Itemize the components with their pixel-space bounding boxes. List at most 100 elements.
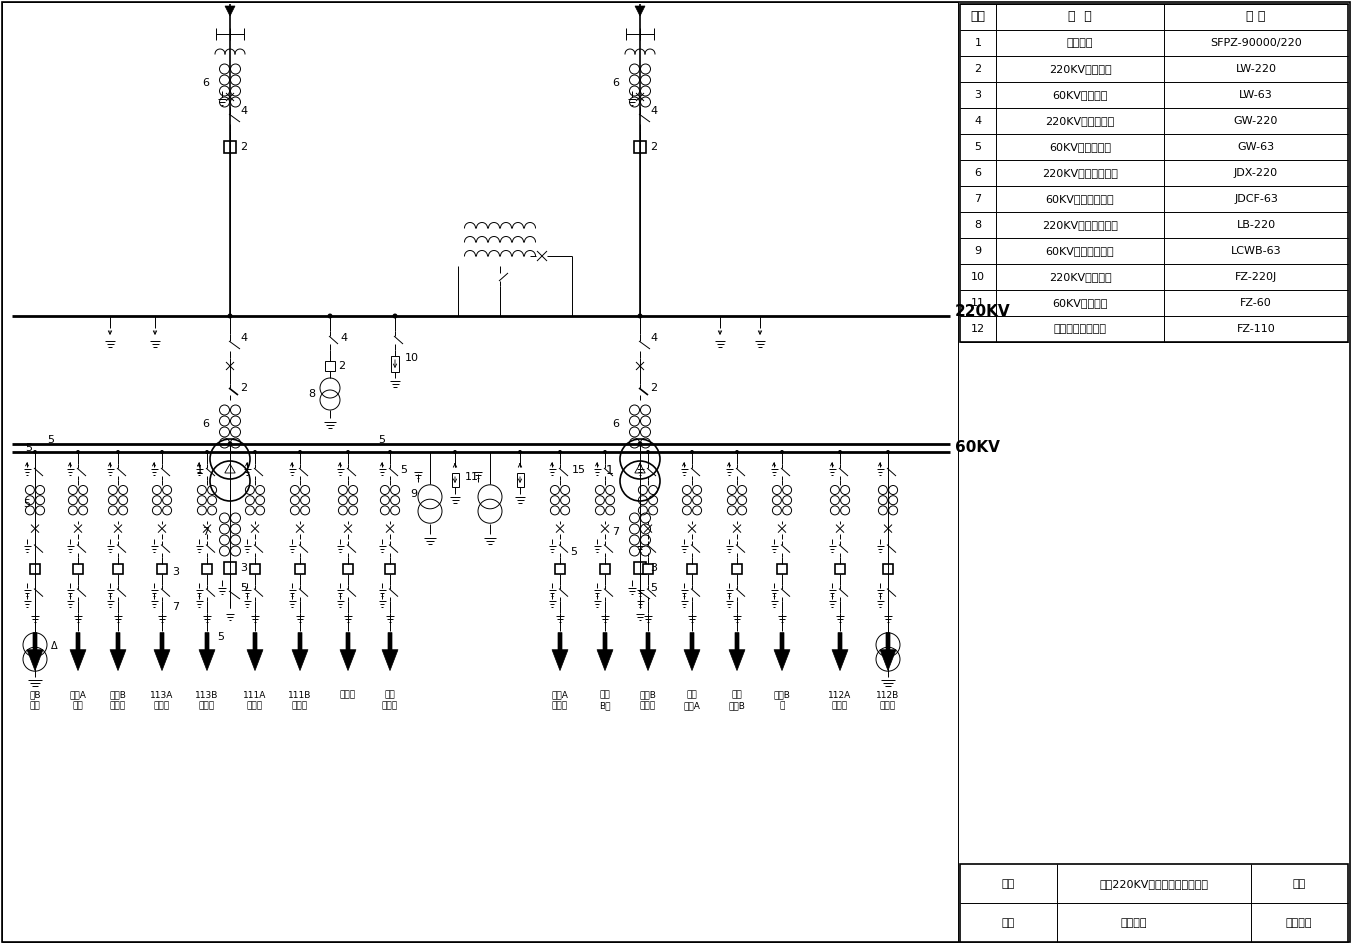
- Polygon shape: [635, 6, 645, 16]
- Circle shape: [735, 450, 740, 454]
- Text: 60KV侧电流互感器: 60KV侧电流互感器: [1045, 194, 1114, 204]
- Bar: [777, 564, 787, 574]
- Polygon shape: [339, 632, 356, 670]
- Text: Δ: Δ: [51, 641, 58, 651]
- Text: 220KV: 220KV: [955, 305, 1011, 319]
- Text: 60KV侧避雷器: 60KV侧避雷器: [1052, 298, 1107, 308]
- Text: 220KV侧隔离开关: 220KV侧隔离开关: [1045, 116, 1114, 126]
- Text: JDCF-63: JDCF-63: [1234, 194, 1278, 204]
- Circle shape: [206, 450, 210, 454]
- Text: 4: 4: [650, 333, 657, 343]
- Text: 序号: 序号: [971, 10, 986, 24]
- Bar: [634, 562, 646, 574]
- Polygon shape: [383, 632, 397, 670]
- Text: 5: 5: [47, 435, 54, 445]
- Text: 12: 12: [971, 324, 986, 334]
- Bar: [452, 473, 458, 487]
- Text: 气高
压电A: 气高 压电A: [684, 691, 700, 710]
- Polygon shape: [27, 632, 43, 670]
- Circle shape: [388, 450, 392, 454]
- Bar: [343, 564, 353, 574]
- Text: 220KV侧断路器: 220KV侧断路器: [1049, 64, 1111, 74]
- Text: 5: 5: [400, 465, 407, 475]
- Polygon shape: [684, 632, 700, 670]
- Text: 主变中性点避雷器: 主变中性点避雷器: [1053, 324, 1106, 334]
- Polygon shape: [247, 632, 264, 670]
- Text: 4: 4: [241, 333, 247, 343]
- Text: 5: 5: [241, 583, 247, 593]
- Polygon shape: [110, 632, 126, 670]
- Text: 220KV侧电流互感器: 220KV侧电流互感器: [1042, 168, 1118, 178]
- Polygon shape: [70, 632, 87, 670]
- Text: 圆市A
工业: 圆市A 工业: [69, 691, 87, 710]
- Text: 7: 7: [201, 527, 210, 537]
- Circle shape: [346, 450, 350, 454]
- Bar: [73, 564, 82, 574]
- Text: 111A
变电所: 111A 变电所: [243, 691, 266, 710]
- Bar: [385, 564, 395, 574]
- Text: 113A
变电所: 113A 变电所: [150, 691, 173, 710]
- Bar: [201, 564, 212, 574]
- Circle shape: [603, 450, 607, 454]
- Circle shape: [160, 450, 164, 454]
- Text: 113B
变电所: 113B 变电所: [195, 691, 219, 710]
- Bar: [224, 141, 237, 153]
- Text: 班级: 班级: [1293, 879, 1306, 889]
- Polygon shape: [598, 632, 612, 670]
- Text: 9: 9: [410, 489, 418, 499]
- Text: LW-220: LW-220: [1236, 64, 1276, 74]
- Text: 5: 5: [23, 499, 30, 509]
- Text: 4: 4: [975, 116, 982, 126]
- Text: 5: 5: [571, 547, 577, 557]
- Text: 型 号: 型 号: [1247, 10, 1265, 24]
- Bar: [883, 564, 894, 574]
- Text: 6: 6: [612, 419, 619, 429]
- Text: GW-220: GW-220: [1234, 116, 1278, 126]
- Text: 60KV侧断路器: 60KV侧断路器: [1052, 90, 1107, 100]
- Text: 姓名: 姓名: [1002, 918, 1014, 928]
- Bar: [114, 564, 123, 574]
- Circle shape: [690, 450, 694, 454]
- Polygon shape: [729, 632, 745, 670]
- Text: 7: 7: [612, 527, 619, 537]
- Bar: [324, 361, 335, 371]
- Text: 2: 2: [650, 383, 657, 393]
- Text: 111B
变电所: 111B 变电所: [288, 691, 312, 710]
- Text: 3: 3: [975, 90, 982, 100]
- Text: 3: 3: [172, 567, 178, 577]
- Circle shape: [518, 450, 522, 454]
- Polygon shape: [773, 632, 790, 670]
- Text: 4: 4: [241, 106, 247, 116]
- Text: 5: 5: [24, 443, 32, 453]
- Text: 9: 9: [975, 246, 982, 256]
- Text: 4: 4: [339, 333, 347, 343]
- Bar: [295, 564, 306, 574]
- Text: 1: 1: [606, 464, 614, 477]
- Text: 圆B
工业: 圆B 工业: [30, 691, 41, 710]
- Polygon shape: [199, 632, 215, 670]
- Circle shape: [638, 313, 642, 318]
- Text: LCWB-63: LCWB-63: [1230, 246, 1282, 256]
- Text: LB-220: LB-220: [1237, 220, 1275, 230]
- Bar: [516, 473, 523, 487]
- Text: FZ-220J: FZ-220J: [1234, 272, 1278, 282]
- Text: 制图时间: 制图时间: [1286, 918, 1313, 928]
- Text: 60KV侧电压互感器: 60KV侧电压互感器: [1045, 246, 1114, 256]
- Text: 8: 8: [975, 220, 982, 230]
- Circle shape: [327, 313, 333, 318]
- Circle shape: [780, 450, 784, 454]
- Text: 2: 2: [338, 361, 345, 371]
- Text: 8: 8: [308, 389, 315, 399]
- Text: GW-63: GW-63: [1237, 142, 1275, 152]
- Bar: [556, 564, 565, 574]
- Text: 10: 10: [406, 353, 419, 363]
- Text: 圆市B
变电所: 圆市B 变电所: [110, 691, 127, 710]
- Text: LW-63: LW-63: [1240, 90, 1272, 100]
- Text: 1: 1: [975, 38, 982, 48]
- Text: 10: 10: [971, 272, 986, 282]
- Text: 7: 7: [172, 602, 178, 612]
- Bar: [391, 356, 399, 372]
- Text: 洋河220KV降压变电所主接线图: 洋河220KV降压变电所主接线图: [1099, 879, 1209, 889]
- Polygon shape: [831, 632, 848, 670]
- Polygon shape: [880, 632, 896, 670]
